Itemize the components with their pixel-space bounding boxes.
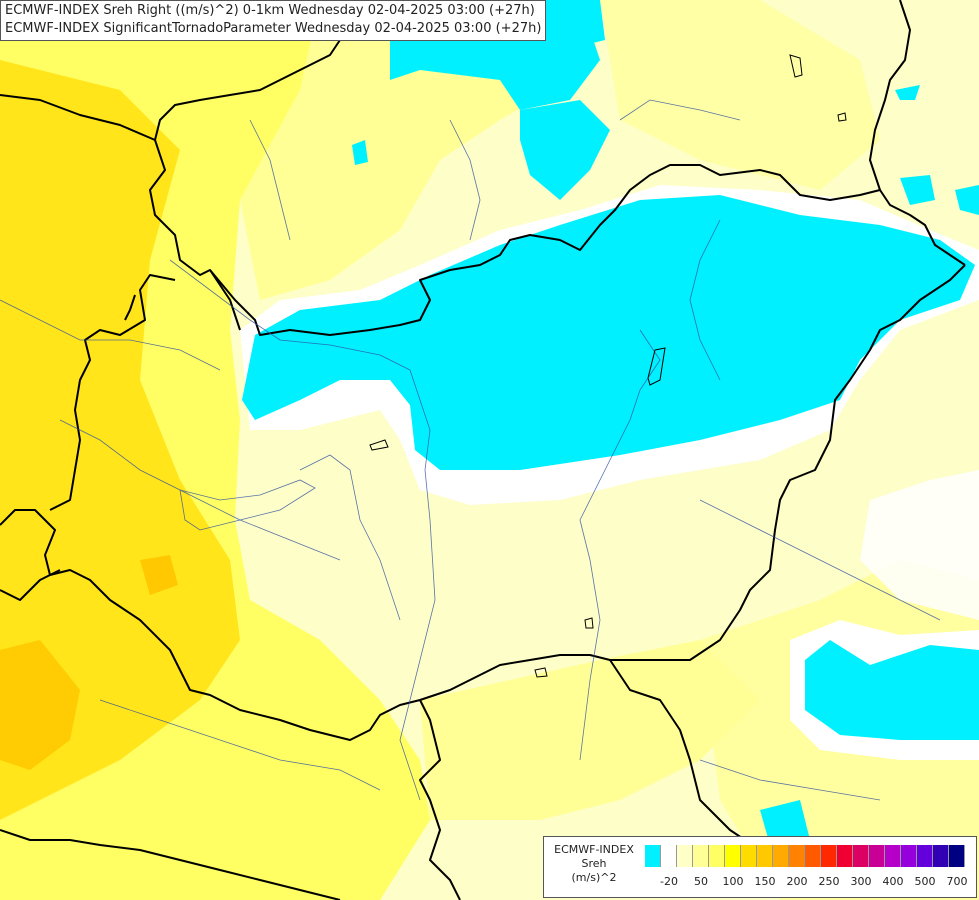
- legend-label: ECMWF-INDEX Sreh (m/s)^2: [548, 843, 640, 885]
- title-stp: ECMWF-INDEX SignificantTornadoParameter …: [5, 21, 542, 36]
- sreh-yellow-northeast: [600, 0, 880, 190]
- legend-tick-label: 300: [850, 875, 872, 888]
- legend-tick-label: -20: [660, 875, 678, 888]
- sreh-yellow-south: [420, 640, 760, 820]
- legend-swatch: [917, 845, 933, 867]
- color-legend: ECMWF-INDEX Sreh (m/s)^2 -20 50 100 150 200 2…: [543, 836, 977, 898]
- legend-swatch: [773, 845, 789, 867]
- legend-tick-label: 50: [694, 875, 708, 888]
- sreh-gold-west: [0, 60, 240, 820]
- legend-swatch: [693, 845, 709, 867]
- legend-swatch: [789, 845, 805, 867]
- legend-tick-label: 100: [722, 875, 744, 888]
- legend-swatch: [661, 845, 677, 867]
- sreh-negative-north-2: [520, 100, 610, 200]
- sreh-negative-ne-3: [955, 185, 979, 215]
- legend-swatch: [805, 845, 821, 867]
- sreh-negative-north-3: [580, 0, 605, 45]
- legend-tick-label: 500: [914, 875, 936, 888]
- legend-swatch: [949, 845, 965, 867]
- legend-unit: (m/s)^2: [571, 871, 617, 884]
- legend-swatch: [869, 845, 885, 867]
- legend-tick-label: 150: [754, 875, 776, 888]
- legend-swatch: [933, 845, 949, 867]
- sreh-orange-west: [0, 640, 80, 770]
- legend-swatch: [757, 845, 773, 867]
- legend-swatch: [821, 845, 837, 867]
- sreh-negative-se: [805, 640, 979, 740]
- sreh-negative-se-2: [760, 800, 810, 845]
- legend-swatch: [677, 845, 693, 867]
- lakes: [369, 54, 847, 678]
- sreh-orange-spot: [140, 555, 178, 595]
- legend-variable: Sreh: [581, 857, 607, 870]
- legend-tick-label: 200: [786, 875, 808, 888]
- legend-tick-label: 250: [818, 875, 840, 888]
- legend-ticks: -20 50 100 150 200 250 300 400 500 700: [645, 875, 975, 891]
- legend-swatch: [741, 845, 757, 867]
- sreh-white-se-2: [860, 470, 979, 620]
- legend-swatch: [837, 845, 853, 867]
- legend-source: ECMWF-INDEX: [554, 843, 634, 856]
- legend-swatch: [901, 845, 917, 867]
- sreh-negative-ne-2: [900, 175, 935, 205]
- legend-swatch: [885, 845, 901, 867]
- sreh-negative-nw: [352, 140, 368, 165]
- sreh-negative-ne-1: [895, 85, 920, 100]
- legend-swatch: [853, 845, 869, 867]
- legend-swatch: [725, 845, 741, 867]
- map-title-box: ECMWF-INDEX Sreh Right ((m/s)^2) 0-1km W…: [0, 0, 547, 41]
- title-sreh: ECMWF-INDEX Sreh Right ((m/s)^2) 0-1km W…: [5, 3, 535, 18]
- legend-tick-label: 400: [882, 875, 904, 888]
- sreh-negative-region: [242, 195, 975, 470]
- rivers: [0, 99, 941, 801]
- legend-swatches: [645, 845, 965, 867]
- legend-tick-label: 700: [946, 875, 968, 888]
- legend-swatch: [645, 845, 661, 867]
- legend-swatch: [709, 845, 725, 867]
